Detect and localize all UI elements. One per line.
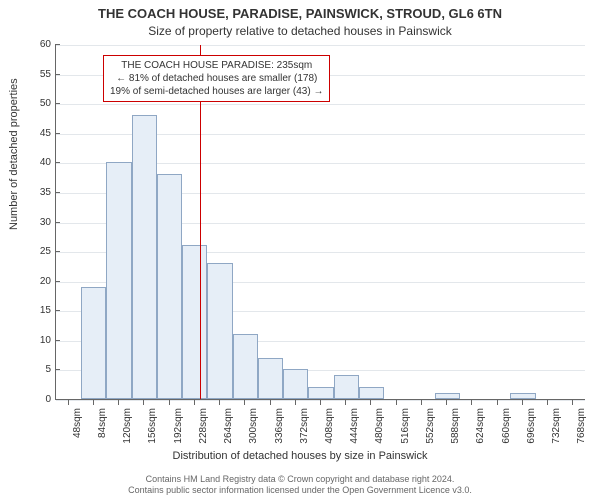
x-tick-mark (93, 400, 94, 405)
x-tick-label: 192sqm (173, 408, 184, 458)
histogram-bar (207, 263, 232, 399)
y-tick: 5 (23, 365, 51, 375)
x-tick-mark (370, 400, 371, 405)
x-tick-mark (194, 400, 195, 405)
x-tick-label: 588sqm (450, 408, 461, 458)
y-tick: 35 (23, 188, 51, 198)
y-tick: 50 (23, 99, 51, 109)
gridline (56, 104, 585, 105)
histogram-bar (233, 334, 258, 399)
x-tick-label: 516sqm (400, 408, 411, 458)
y-axis-label: Number of detached properties (8, 78, 20, 230)
x-tick-label: 228sqm (198, 408, 209, 458)
histogram-bar (510, 393, 535, 399)
histogram-bar (283, 369, 308, 399)
x-tick-label: 156sqm (147, 408, 158, 458)
plot-area: THE COACH HOUSE PARADISE: 235sqm ← 81% of… (55, 45, 585, 400)
x-tick-mark (522, 400, 523, 405)
x-tick-mark (295, 400, 296, 405)
histogram-bar (435, 393, 460, 399)
y-tick: 30 (23, 218, 51, 228)
chart-subtitle: Size of property relative to detached ho… (0, 24, 600, 38)
x-tick-label: 336sqm (274, 408, 285, 458)
y-tick: 55 (23, 70, 51, 80)
x-tick-label: 732sqm (551, 408, 562, 458)
x-tick-mark (471, 400, 472, 405)
x-tick-label: 768sqm (576, 408, 587, 458)
y-tick: 15 (23, 306, 51, 316)
x-tick-label: 48sqm (72, 408, 83, 458)
x-tick-label: 552sqm (425, 408, 436, 458)
x-tick-label: 84sqm (97, 408, 108, 458)
footer-line1: Contains HM Land Registry data © Crown c… (146, 474, 455, 484)
x-tick-mark (421, 400, 422, 405)
histogram-bar (81, 287, 106, 399)
x-tick-mark (572, 400, 573, 405)
x-tick-mark (446, 400, 447, 405)
x-tick-label: 264sqm (223, 408, 234, 458)
x-tick-label: 480sqm (374, 408, 385, 458)
x-tick-mark (396, 400, 397, 405)
x-tick-label: 696sqm (526, 408, 537, 458)
histogram-bar (106, 162, 131, 399)
x-tick-mark (219, 400, 220, 405)
x-tick-mark (68, 400, 69, 405)
y-tick: 45 (23, 129, 51, 139)
annotation-line: 19% of semi-detached houses are larger (… (110, 86, 323, 97)
x-tick-mark (320, 400, 321, 405)
annotation-box: THE COACH HOUSE PARADISE: 235sqm ← 81% of… (103, 55, 330, 102)
histogram-bar (359, 387, 384, 399)
x-tick-mark (118, 400, 119, 405)
annotation-line: THE COACH HOUSE PARADISE: 235sqm (121, 60, 312, 71)
histogram-bar (182, 245, 207, 399)
histogram-bar (132, 115, 157, 399)
histogram-bar (334, 375, 359, 399)
y-tick: 20 (23, 277, 51, 287)
footer-line2: Contains public sector information licen… (128, 485, 472, 495)
histogram-chart: THE COACH HOUSE, PARADISE, PAINSWICK, ST… (0, 0, 600, 500)
x-tick-mark (547, 400, 548, 405)
histogram-bar (157, 174, 182, 399)
x-tick-label: 624sqm (475, 408, 486, 458)
x-tick-mark (497, 400, 498, 405)
chart-title: THE COACH HOUSE, PARADISE, PAINSWICK, ST… (0, 6, 600, 21)
footer-attribution: Contains HM Land Registry data © Crown c… (0, 474, 600, 496)
gridline (56, 45, 585, 46)
x-tick-label: 444sqm (349, 408, 360, 458)
annotation-line: ← 81% of detached houses are smaller (17… (116, 73, 317, 84)
x-tick-mark (244, 400, 245, 405)
x-tick-label: 300sqm (248, 408, 259, 458)
x-tick-mark (345, 400, 346, 405)
y-tick: 40 (23, 158, 51, 168)
y-tick: 60 (23, 40, 51, 50)
x-tick-label: 660sqm (501, 408, 512, 458)
histogram-bar (308, 387, 333, 399)
y-tick: 25 (23, 247, 51, 257)
x-tick-label: 120sqm (122, 408, 133, 458)
x-tick-label: 372sqm (299, 408, 310, 458)
x-tick-mark (169, 400, 170, 405)
x-tick-mark (143, 400, 144, 405)
histogram-bar (258, 358, 283, 399)
x-tick-mark (270, 400, 271, 405)
y-tick: 0 (23, 395, 51, 405)
y-tick: 10 (23, 336, 51, 346)
x-tick-label: 408sqm (324, 408, 335, 458)
